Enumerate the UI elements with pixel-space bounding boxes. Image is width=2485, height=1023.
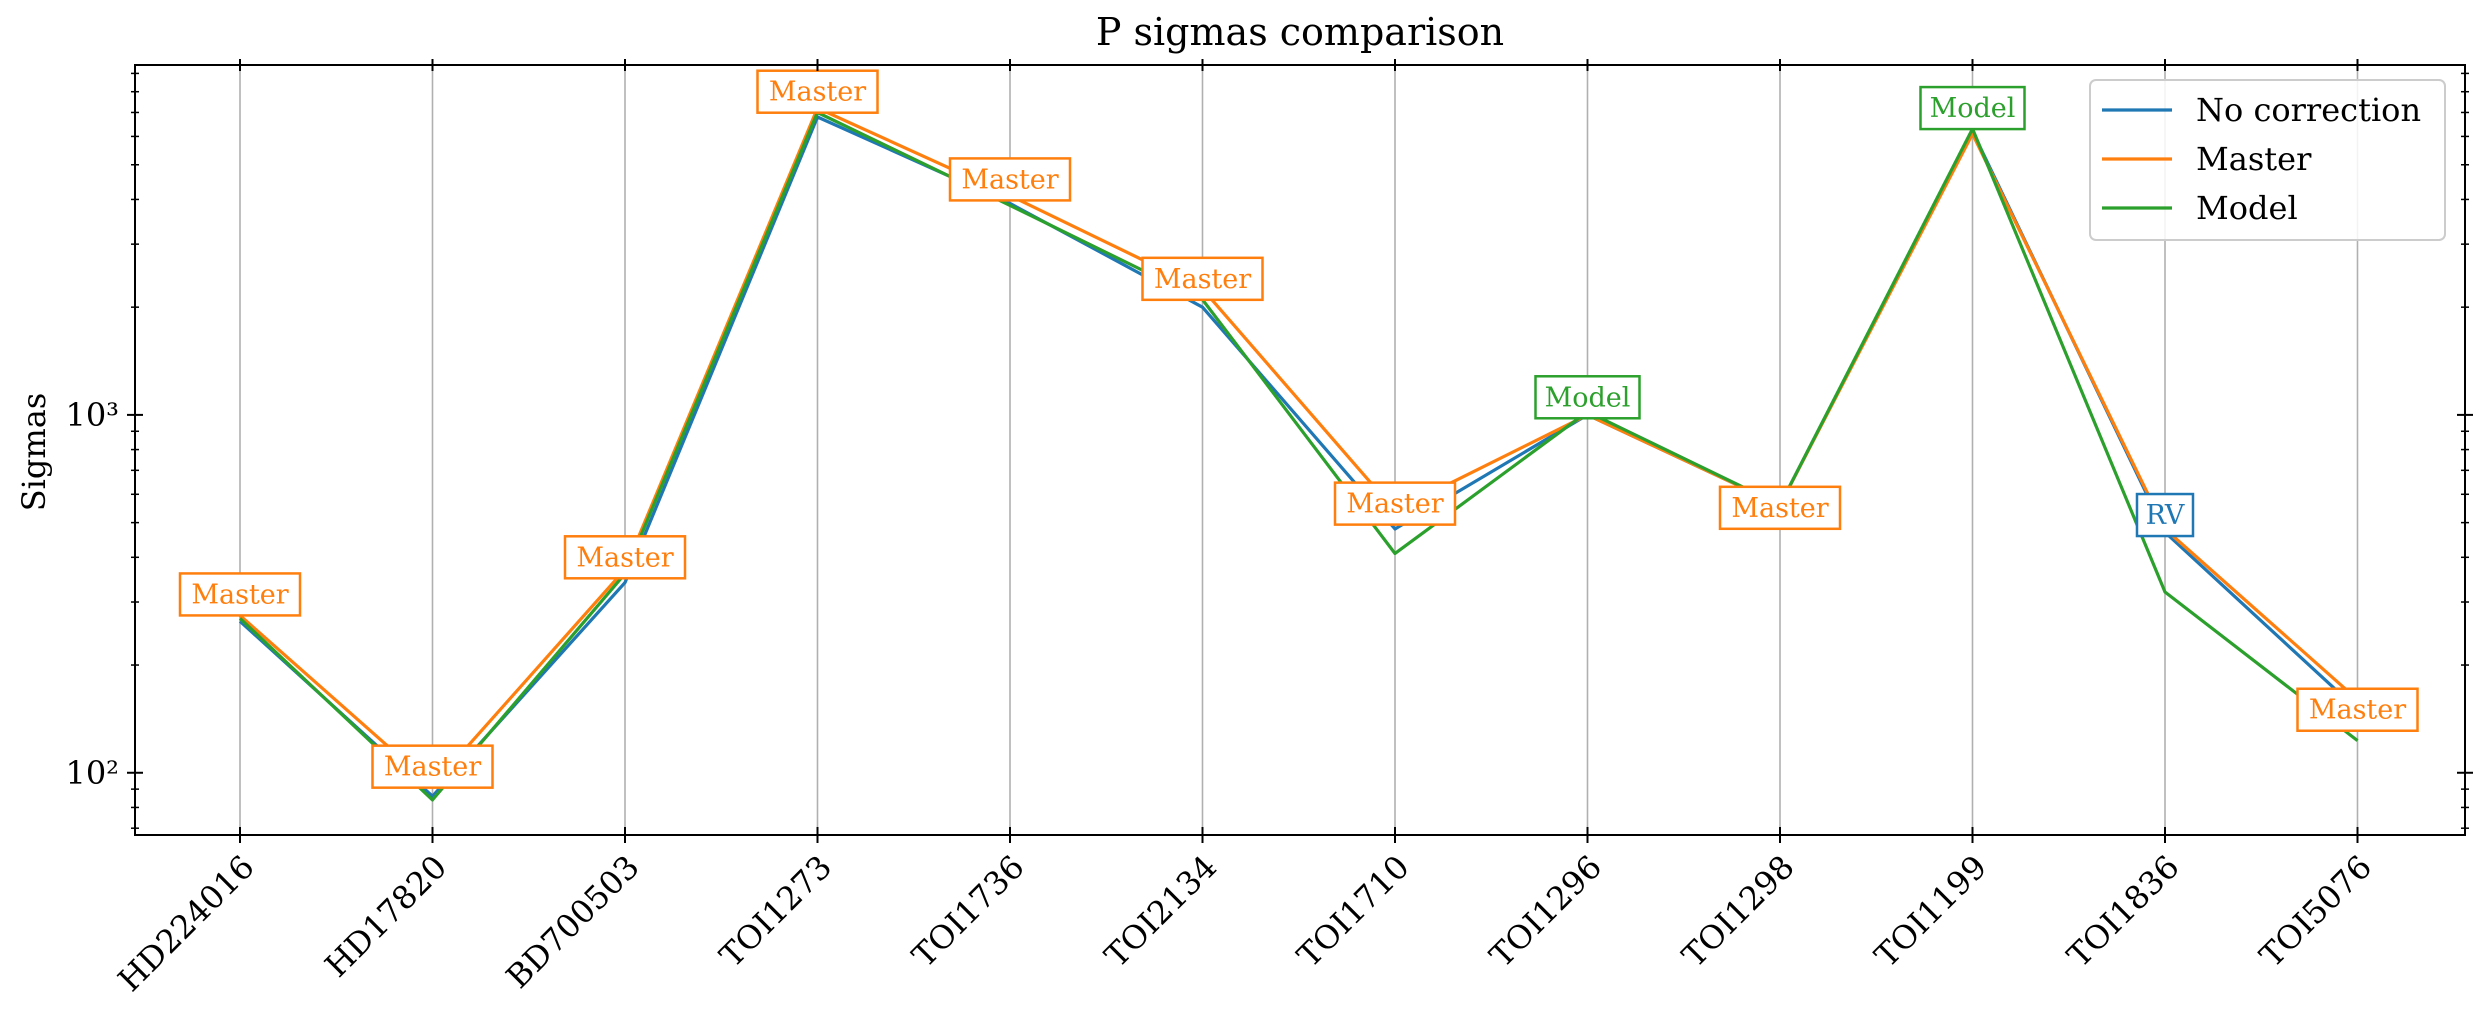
annotation-label: Master: [1154, 264, 1251, 295]
annotation-label: Master: [769, 77, 866, 108]
annotation-label: Master: [2309, 695, 2406, 726]
annotation-label: Master: [1731, 493, 1828, 524]
legend-label: Model: [2196, 189, 2298, 227]
annotation-label: Master: [191, 579, 288, 610]
annotation-box: [178, 572, 302, 617]
chart-title: P sigmas comparison: [1096, 10, 1504, 54]
y-axis-label: Sigmas: [15, 393, 53, 511]
legend-label: No correction: [2196, 91, 2421, 129]
series-lines: [238, 106, 2359, 802]
annotation-label: Master: [384, 752, 481, 783]
annotation-box: [1919, 85, 2026, 131]
annotation-label: Master: [1346, 489, 1443, 520]
annotation-box: [756, 69, 879, 114]
annotation-box: [1718, 485, 1842, 531]
annotation-box: [2135, 492, 2195, 538]
annotation-box: [1141, 256, 1264, 302]
legend-box: [2089, 79, 2446, 241]
legend-label: Master: [2196, 140, 2312, 178]
annotation-box: [948, 157, 1072, 202]
annotation-label: Master: [576, 542, 673, 573]
annotation-label: Master: [961, 164, 1058, 195]
annotation-box: [1333, 481, 1457, 526]
annotation-label: Model: [1930, 93, 2016, 124]
legend: No correction Master Model: [2089, 79, 2446, 241]
annotation-label: Model: [1545, 382, 1631, 413]
y-tick-label: 10³: [65, 396, 119, 434]
annotation-box: [2296, 687, 2419, 732]
annotations: Master Master Master Master Master Master Mast…: [178, 69, 2419, 789]
annotation-box: [563, 535, 687, 580]
series-line-master: [238, 106, 2359, 788]
annotation-box: [371, 744, 494, 789]
grid-lines: [239, 65, 2359, 835]
annotation-box: [1534, 375, 1641, 420]
series-line-model: [238, 110, 2359, 802]
annotation-label: RV: [2146, 500, 2185, 531]
y-tick-label: 10²: [65, 754, 119, 792]
